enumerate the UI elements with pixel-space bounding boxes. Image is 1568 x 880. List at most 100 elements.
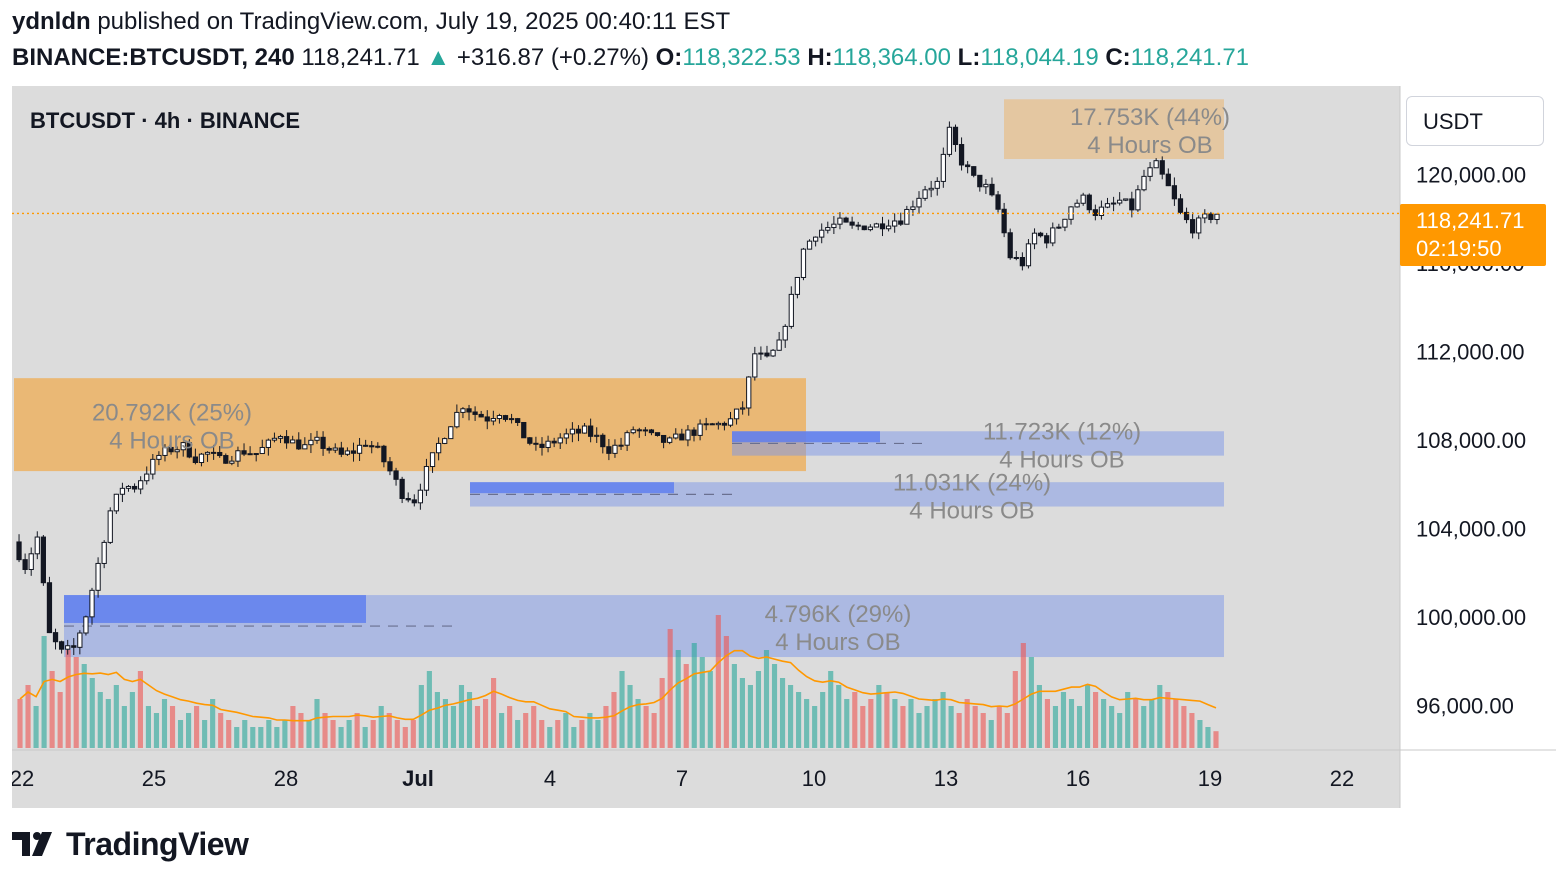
candle-body[interactable]	[478, 413, 484, 418]
candle-body[interactable]	[624, 432, 630, 446]
candle-body[interactable]	[326, 447, 332, 451]
candle-body[interactable]	[1171, 185, 1178, 200]
candle-body[interactable]	[125, 485, 132, 489]
candle-body[interactable]	[423, 466, 430, 491]
candle-body[interactable]	[928, 187, 934, 191]
candle-body[interactable]	[575, 428, 582, 434]
candle-body[interactable]	[271, 437, 278, 441]
candle-body[interactable]	[740, 407, 746, 410]
candle-body[interactable]	[1001, 208, 1007, 234]
candle-body[interactable]	[1031, 232, 1038, 245]
candle-body[interactable]	[338, 447, 344, 455]
candle-body[interactable]	[502, 415, 509, 420]
candle-body[interactable]	[472, 411, 478, 415]
candle-body[interactable]	[1056, 226, 1062, 229]
candle-body[interactable]	[168, 446, 174, 453]
candle-body[interactable]	[898, 220, 904, 225]
candle-body[interactable]	[940, 153, 946, 182]
candle-body[interactable]	[958, 144, 965, 166]
candle-body[interactable]	[442, 438, 448, 444]
candle-body[interactable]	[1165, 173, 1171, 187]
candle-body[interactable]	[363, 444, 369, 447]
candle-body[interactable]	[1177, 198, 1184, 213]
candle-body[interactable]	[594, 434, 600, 437]
candle-body[interactable]	[369, 445, 375, 448]
candle-body[interactable]	[861, 225, 867, 231]
candle-body[interactable]	[831, 223, 837, 229]
candle-body[interactable]	[1098, 206, 1105, 216]
candle-body[interactable]	[253, 453, 259, 456]
candle-body[interactable]	[600, 434, 606, 448]
candle-body[interactable]	[156, 454, 162, 460]
candle-body[interactable]	[204, 451, 211, 455]
candle-body[interactable]	[277, 436, 284, 439]
candle-body[interactable]	[1214, 213, 1220, 220]
candle-body[interactable]	[314, 436, 320, 441]
candle-body[interactable]	[393, 470, 399, 480]
candle-body[interactable]	[223, 455, 229, 464]
candle-body[interactable]	[758, 352, 764, 355]
candle-body[interactable]	[217, 451, 223, 457]
candle-body[interactable]	[150, 458, 156, 475]
candle-body[interactable]	[776, 339, 782, 351]
candle-body[interactable]	[843, 217, 849, 223]
candle-body[interactable]	[885, 225, 892, 230]
candle-body[interactable]	[229, 460, 235, 464]
order-block-zone[interactable]	[1004, 99, 1224, 160]
chart-frame[interactable]: 20.792K (25%) 4 Hours OB 11.723K (12%) 4 Ho…	[10, 86, 1556, 808]
candle-body[interactable]	[356, 444, 363, 454]
candle-body[interactable]	[1007, 232, 1013, 259]
candle-body[interactable]	[581, 425, 588, 434]
candle-body[interactable]	[174, 449, 180, 453]
candle-body[interactable]	[332, 447, 338, 451]
candle-body[interactable]	[1025, 243, 1032, 267]
footer-logo[interactable]: TradingView	[12, 824, 249, 864]
candle-body[interactable]	[16, 541, 22, 561]
candle-body[interactable]	[746, 376, 752, 409]
candle-body[interactable]	[350, 450, 357, 454]
candle-body[interactable]	[417, 489, 424, 504]
candle-body[interactable]	[1110, 202, 1117, 205]
candle-body[interactable]	[1092, 209, 1098, 216]
candle-body[interactable]	[1044, 235, 1050, 244]
candle-body[interactable]	[144, 473, 150, 482]
candle-body[interactable]	[703, 423, 709, 426]
candle-body[interactable]	[95, 562, 101, 591]
candle-body[interactable]	[867, 226, 873, 231]
candle-body[interactable]	[1086, 194, 1092, 211]
currency-button[interactable]: USDT	[1406, 96, 1544, 146]
candle-body[interactable]	[515, 418, 521, 423]
candle-body[interactable]	[800, 248, 807, 278]
candle-body[interactable]	[1208, 213, 1214, 220]
candle-body[interactable]	[794, 276, 801, 295]
candle-body[interactable]	[265, 439, 271, 448]
candle-body[interactable]	[1117, 199, 1123, 204]
candle-body[interactable]	[782, 325, 788, 341]
candle-body[interactable]	[405, 497, 411, 501]
candle-body[interactable]	[460, 408, 466, 413]
candle-body[interactable]	[375, 445, 381, 448]
candle-body[interactable]	[660, 434, 667, 443]
candle-body[interactable]	[539, 443, 545, 448]
candle-body[interactable]	[569, 428, 576, 435]
candle-body[interactable]	[490, 418, 496, 422]
candle-body[interactable]	[995, 194, 1001, 210]
candle-body[interactable]	[630, 429, 636, 434]
candle-body[interactable]	[58, 641, 65, 650]
candle-body[interactable]	[648, 429, 655, 434]
candle-body[interactable]	[320, 436, 326, 449]
candle-body[interactable]	[1019, 256, 1026, 267]
candle-body[interactable]	[606, 446, 612, 454]
candle-body[interactable]	[1074, 202, 1080, 208]
candle-body[interactable]	[636, 429, 642, 432]
candle-body[interactable]	[1141, 175, 1147, 191]
candle-body[interactable]	[302, 444, 308, 450]
candle-body[interactable]	[904, 208, 910, 225]
candle-body[interactable]	[563, 433, 569, 439]
candle-body[interactable]	[916, 197, 922, 208]
candle-body[interactable]	[192, 456, 199, 464]
candle-body[interactable]	[892, 220, 898, 227]
candle-body[interactable]	[1129, 198, 1135, 211]
order-block-zone[interactable]	[14, 378, 806, 472]
candle-body[interactable]	[290, 439, 296, 444]
